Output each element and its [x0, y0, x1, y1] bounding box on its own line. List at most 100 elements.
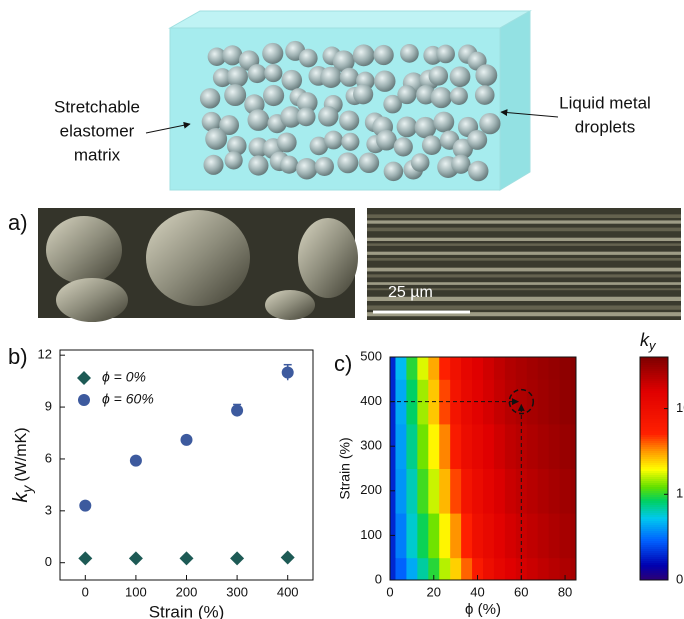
droplet — [400, 44, 419, 63]
heat-cell — [472, 513, 483, 558]
heat-cell — [395, 558, 406, 581]
point — [180, 551, 194, 565]
x-tick-label: 80 — [558, 584, 572, 599]
heat-cell — [538, 513, 549, 558]
heat-cell — [417, 558, 428, 581]
droplet — [320, 67, 341, 88]
heat-cell — [406, 357, 417, 380]
heat-cell — [549, 379, 560, 424]
heat-cell — [461, 357, 472, 380]
droplet — [337, 152, 358, 173]
droplet — [353, 84, 373, 104]
heat-cell — [527, 424, 538, 469]
heat-cell — [538, 357, 549, 380]
x-tick-label: 300 — [226, 584, 248, 599]
droplet — [297, 107, 316, 126]
y-label-subscript: y — [19, 485, 35, 494]
heat-cell — [527, 558, 538, 581]
x-tick-label: 0 — [386, 584, 393, 599]
heat-cell — [439, 469, 450, 514]
stripe — [367, 274, 681, 277]
plot-frame — [60, 350, 313, 580]
heat-cell — [494, 513, 505, 558]
y-tick-label: 3 — [45, 502, 52, 517]
x-axis-label: ϕ (%) — [465, 601, 501, 618]
droplet — [248, 155, 268, 175]
droplet — [315, 157, 334, 176]
heat-cell — [390, 357, 396, 380]
x-axis-label: Strain (%) — [149, 602, 225, 619]
micrographs: a) 25 µm — [8, 208, 681, 322]
heat-cell — [472, 469, 483, 514]
droplet — [422, 135, 442, 155]
legend-label: ϕ = 60% — [102, 391, 154, 407]
heat-cell — [505, 469, 516, 514]
heat-cell — [483, 357, 494, 380]
point — [231, 405, 243, 417]
droplet — [299, 49, 318, 68]
stripe — [367, 305, 681, 309]
heat-cell — [439, 558, 450, 581]
y-tick-label: 12 — [38, 347, 52, 362]
droplet — [248, 64, 267, 83]
x-tick-label: 60 — [514, 584, 528, 599]
heat-cell — [494, 357, 505, 380]
point — [130, 455, 142, 467]
heat-cell — [516, 357, 527, 380]
droplet — [397, 85, 416, 104]
heat-cell — [406, 558, 417, 581]
heat-cell — [428, 469, 439, 514]
droplet — [264, 64, 282, 82]
heat-cell — [390, 558, 396, 581]
heat-cell — [472, 424, 483, 469]
stripe — [367, 252, 681, 255]
heat-cell — [538, 469, 549, 514]
droplet — [353, 44, 375, 66]
y-tick-label: 500 — [360, 348, 382, 363]
heat-cell — [417, 513, 428, 558]
heat-cell — [450, 558, 461, 581]
y-axis-label: ky(W/mK) — [10, 427, 34, 502]
legend-marker — [77, 371, 91, 385]
heat-cell — [549, 513, 560, 558]
x-tick-label: 40 — [470, 584, 484, 599]
heat-cell — [538, 558, 549, 581]
stripe — [367, 258, 681, 261]
droplet — [318, 106, 338, 126]
y-axis-label: Strain (%) — [337, 437, 353, 499]
heat-cell — [395, 513, 406, 558]
stripe — [367, 228, 681, 232]
heat-cell — [428, 357, 439, 380]
heat-cell — [395, 424, 406, 469]
point — [282, 366, 294, 378]
stripe — [367, 214, 681, 218]
heat-cell — [483, 424, 494, 469]
droplet — [394, 137, 413, 156]
y-tick-label: 0 — [375, 571, 382, 586]
heat-cell — [461, 513, 472, 558]
colorbar-tick-label: 0.1 — [676, 571, 684, 586]
heat-cell — [505, 357, 516, 380]
grain — [46, 216, 122, 284]
droplet — [374, 70, 395, 91]
heat-cell — [560, 424, 571, 469]
panel-label: a) — [8, 210, 28, 235]
heat-cell — [461, 424, 472, 469]
heat-cell — [417, 357, 428, 380]
droplet — [296, 158, 317, 179]
micrograph-right — [367, 208, 681, 320]
droplet — [384, 162, 404, 182]
x-tick-label: 100 — [125, 584, 147, 599]
droplet — [433, 112, 454, 133]
left-label: elastomer — [60, 121, 135, 140]
heat-cell — [549, 558, 560, 581]
heat-cell — [406, 469, 417, 514]
heat-cell — [417, 469, 428, 514]
colorbar-tick-label: 1.0 — [676, 486, 684, 501]
droplet — [280, 156, 298, 174]
grain — [146, 210, 250, 306]
stripe — [367, 220, 681, 223]
box-top — [170, 11, 530, 28]
colorbar-band — [640, 577, 668, 580]
point — [78, 551, 92, 565]
